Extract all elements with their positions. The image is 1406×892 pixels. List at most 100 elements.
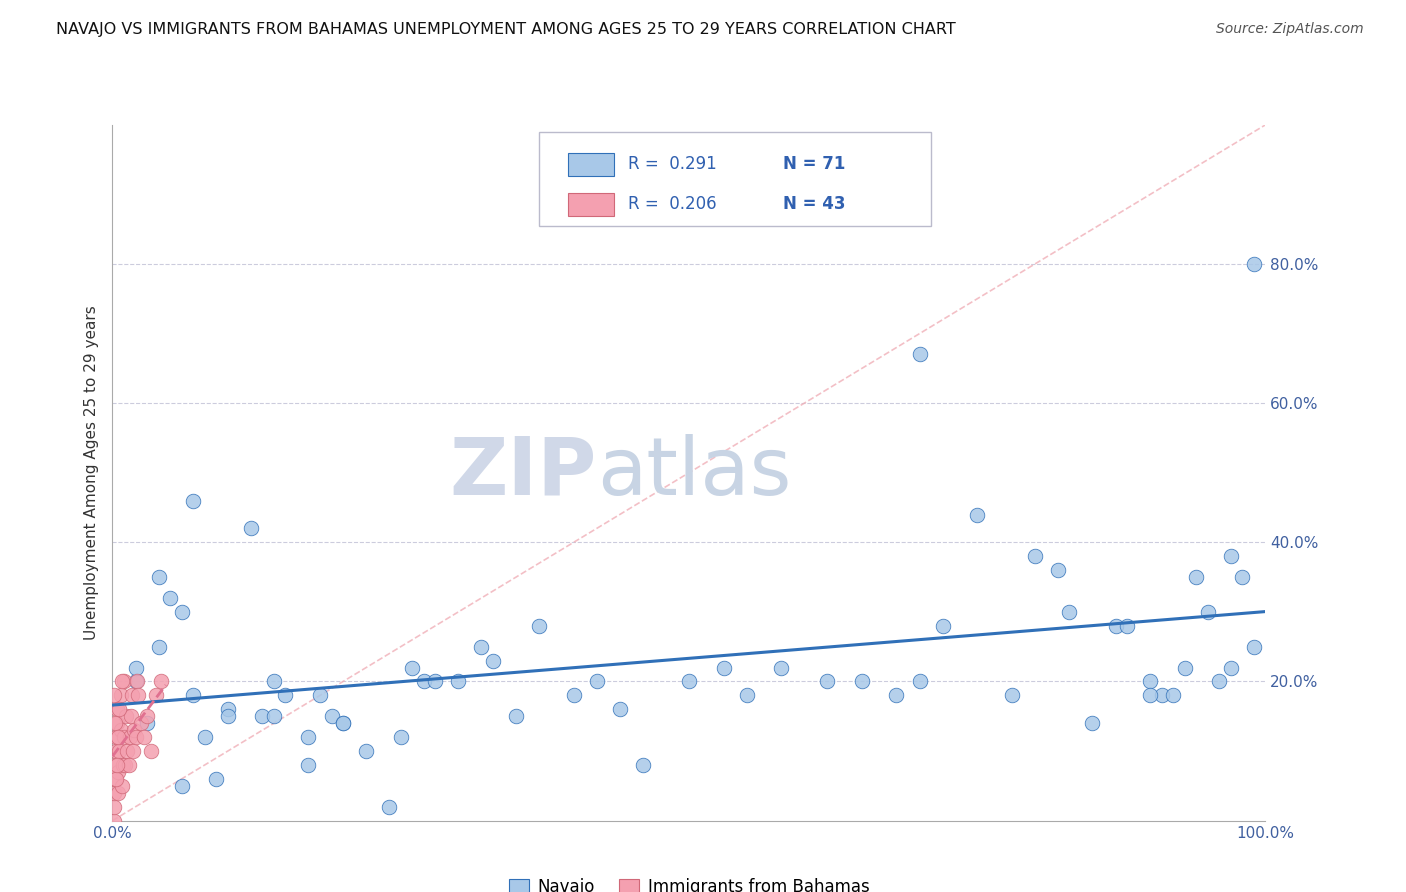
Point	[112, 730, 135, 744]
Point	[105, 716, 128, 731]
Point	[297, 758, 319, 772]
Point	[110, 723, 132, 738]
Point	[585, 674, 607, 689]
Point	[1197, 605, 1219, 619]
Point	[1139, 674, 1161, 689]
Point	[170, 605, 193, 619]
Point	[562, 689, 585, 703]
Point	[321, 709, 343, 723]
Point	[111, 674, 134, 689]
Point	[1001, 689, 1024, 703]
Point	[105, 758, 128, 772]
Point	[139, 744, 162, 758]
Point	[118, 730, 141, 744]
Point	[103, 799, 125, 814]
Point	[815, 674, 838, 689]
Point	[104, 730, 127, 744]
Point	[103, 814, 125, 828]
Point	[851, 674, 873, 689]
Point	[425, 674, 447, 689]
Point	[1104, 619, 1126, 633]
FancyBboxPatch shape	[568, 193, 614, 216]
Point	[194, 730, 217, 744]
Point	[159, 591, 181, 605]
Point	[132, 730, 155, 744]
FancyBboxPatch shape	[568, 153, 614, 176]
Point	[120, 709, 142, 723]
Point	[1116, 619, 1139, 633]
Text: N = 43: N = 43	[783, 195, 846, 213]
Point	[263, 674, 285, 689]
Point	[482, 654, 505, 668]
Point	[117, 744, 139, 758]
Point	[1046, 563, 1069, 577]
Point	[931, 619, 953, 633]
Point	[103, 689, 125, 703]
Point	[389, 730, 412, 744]
Point	[107, 764, 129, 779]
Point	[149, 674, 172, 689]
Point	[148, 570, 170, 584]
Point	[1174, 660, 1197, 674]
Point	[217, 702, 239, 716]
Point	[505, 709, 527, 723]
Text: R =  0.291: R = 0.291	[628, 155, 717, 173]
Point	[1243, 640, 1265, 654]
Point	[104, 772, 127, 786]
Text: NAVAJO VS IMMIGRANTS FROM BAHAMAS UNEMPLOYMENT AMONG AGES 25 TO 29 YEARS CORRELA: NAVAJO VS IMMIGRANTS FROM BAHAMAS UNEMPL…	[56, 22, 956, 37]
Point	[124, 723, 146, 738]
Point	[107, 730, 129, 744]
Point	[110, 689, 132, 703]
Point	[145, 689, 167, 703]
Text: R =  0.206: R = 0.206	[628, 195, 717, 213]
Point	[111, 758, 134, 772]
Point	[136, 716, 159, 731]
Y-axis label: Unemployment Among Ages 25 to 29 years: Unemployment Among Ages 25 to 29 years	[83, 305, 98, 640]
Point	[124, 674, 146, 689]
Point	[908, 674, 931, 689]
Point	[1219, 660, 1241, 674]
Point	[104, 772, 127, 786]
Point	[115, 709, 138, 723]
Text: N = 71: N = 71	[783, 155, 846, 173]
Point	[412, 674, 434, 689]
Point	[136, 709, 159, 723]
Point	[124, 660, 146, 674]
Point	[105, 702, 128, 716]
Point	[252, 709, 274, 723]
Point	[908, 347, 931, 361]
Point	[886, 689, 908, 703]
Point	[1185, 570, 1208, 584]
Point	[117, 758, 139, 772]
Point	[1243, 257, 1265, 271]
Point	[1139, 689, 1161, 703]
Point	[1059, 605, 1081, 619]
Point	[378, 799, 401, 814]
Point	[181, 493, 204, 508]
Point	[1161, 689, 1184, 703]
Point	[170, 779, 193, 793]
Point	[104, 716, 127, 731]
Legend: Navajo, Immigrants from Bahamas: Navajo, Immigrants from Bahamas	[502, 871, 876, 892]
Text: Source: ZipAtlas.com: Source: ZipAtlas.com	[1216, 22, 1364, 37]
Point	[297, 730, 319, 744]
Point	[447, 674, 470, 689]
Text: ZIP: ZIP	[450, 434, 596, 512]
Point	[966, 508, 988, 522]
Point	[1150, 689, 1173, 703]
Point	[111, 779, 134, 793]
Point	[127, 689, 149, 703]
Point	[470, 640, 492, 654]
Point	[112, 674, 135, 689]
Point	[114, 758, 136, 772]
Point	[124, 730, 146, 744]
Point	[104, 758, 127, 772]
Point	[1024, 549, 1046, 564]
Point	[1232, 570, 1254, 584]
Point	[735, 689, 758, 703]
Point	[121, 689, 143, 703]
Point	[1081, 716, 1104, 731]
Point	[713, 660, 735, 674]
Point	[354, 744, 377, 758]
Point	[770, 660, 793, 674]
